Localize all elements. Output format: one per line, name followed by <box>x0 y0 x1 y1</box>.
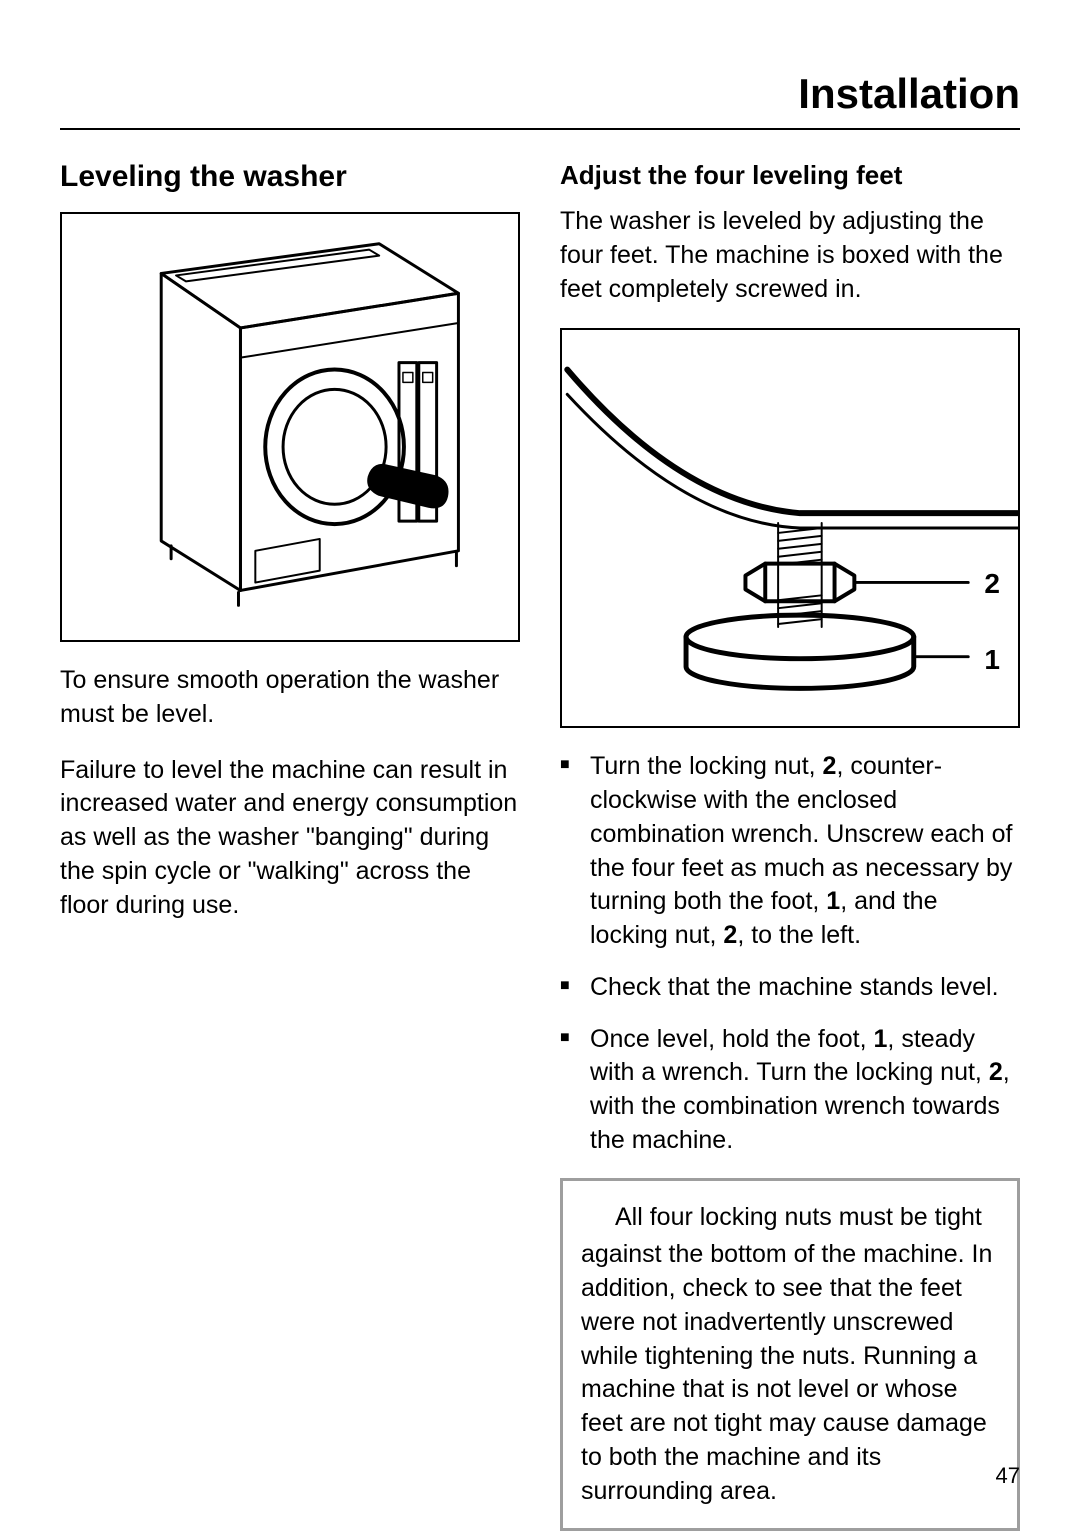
step1-text-a: Turn the locking nut, <box>590 752 823 780</box>
steps-list: Turn the locking nut, 2, counter-clockwi… <box>560 750 1020 1157</box>
leveling-foot-illustration <box>562 330 1018 726</box>
leveling-heading: Leveling the washer <box>60 160 520 194</box>
foot-figure: 2 1 <box>560 328 1020 728</box>
page-number: 47 <box>996 1463 1020 1489</box>
step3-text-a: Once level, hold the foot, <box>590 1025 874 1053</box>
left-para-1: To ensure smooth operation the washer mu… <box>60 664 520 732</box>
step-3: Once level, hold the foot, 1, steady wit… <box>560 1023 1020 1158</box>
callout-1: 1 <box>984 644 1000 676</box>
step3-bold-2: 2 <box>989 1058 1003 1086</box>
step1-bold-1: 2 <box>823 752 837 780</box>
warning-icon <box>581 1203 609 1239</box>
right-intro: The washer is leveled by adjusting the f… <box>560 205 1020 306</box>
adjust-feet-heading: Adjust the four leveling feet <box>560 160 1020 191</box>
callout-2: 2 <box>984 568 1000 600</box>
step1-text-d: , to the left. <box>737 921 861 949</box>
washer-figure <box>60 212 520 642</box>
step1-bold-2: 1 <box>826 887 840 915</box>
step-1: Turn the locking nut, 2, counter-clockwi… <box>560 750 1020 953</box>
right-column: Adjust the four leveling feet The washer… <box>560 160 1020 1531</box>
washer-illustration <box>62 214 518 640</box>
step1-bold-3: 2 <box>723 921 737 949</box>
warning-text: All four locking nuts must be tight agai… <box>581 1203 992 1505</box>
warning-box: All four locking nuts must be tight agai… <box>560 1178 1020 1531</box>
page-header-title: Installation <box>60 70 1020 118</box>
step3-bold-1: 1 <box>874 1025 888 1053</box>
header-rule <box>60 128 1020 130</box>
left-para-2: Failure to level the machine can result … <box>60 754 520 923</box>
left-column: Leveling the washer <box>60 160 520 1531</box>
step-2: Check that the machine stands level. <box>560 971 1020 1005</box>
